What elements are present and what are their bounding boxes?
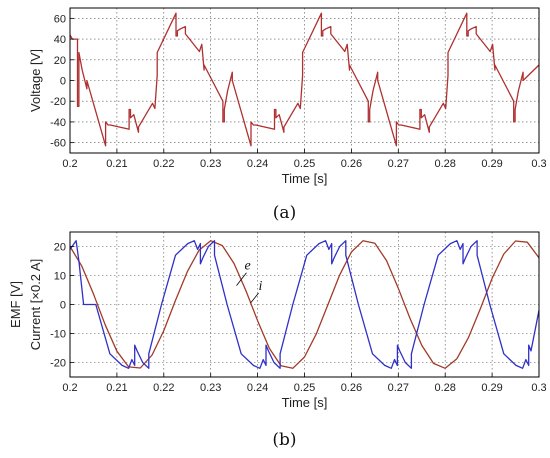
x-tick-label: 0.27 — [388, 382, 409, 394]
series-annotation: e — [244, 259, 250, 274]
y-tick-label: 60 — [54, 13, 66, 25]
y-axis-label-line: Current [×0.2 A] — [28, 259, 43, 350]
x-tick-label: 0.28 — [434, 158, 455, 170]
x-tick-label: 0.23 — [200, 158, 221, 170]
x-axis-label: Time [s] — [282, 171, 328, 186]
x-tick-label: 0.27 — [388, 158, 409, 170]
x-tick-label: 0.22 — [153, 382, 174, 394]
annotation-leader-i — [250, 292, 259, 304]
y-tick-label: 20 — [54, 242, 66, 254]
x-tick-label: 0.25 — [294, 158, 315, 170]
x-tick-label: 0.2 — [62, 158, 77, 170]
x-tick-label: 0.24 — [247, 382, 268, 394]
y-tick-label: -20 — [50, 96, 66, 108]
y-axis-label-line: EMF [V] — [8, 281, 23, 328]
x-tick-label: 0.26 — [341, 382, 362, 394]
x-tick-label: 0.26 — [341, 158, 362, 170]
y-tick-label: 20 — [54, 55, 66, 67]
annotation-leader-e — [236, 272, 247, 286]
x-tick-label: 0.25 — [294, 382, 315, 394]
series-line-i — [69, 240, 540, 369]
y-tick-label: 40 — [54, 34, 66, 46]
y-axis-label: Voltage [V] — [28, 49, 43, 112]
y-tick-label: 10 — [54, 271, 66, 283]
x-tick-label: 0.3 — [531, 382, 546, 394]
emf-current-chart: 0.2 0.21 0.22 0.23 0.24 0.25 0.26 0.27 0.28 0.29 0… — [8, 231, 547, 450]
x-tick-label: 0.22 — [153, 158, 174, 170]
y-tick-label: -20 — [50, 358, 66, 370]
x-tick-label: 0.24 — [247, 158, 268, 170]
x-tick-label: 0.29 — [481, 382, 502, 394]
x-tick-label: 0.21 — [106, 158, 127, 170]
panel-caption: (b) — [272, 430, 296, 450]
x-tick-label: 0.2 — [62, 382, 77, 394]
y-tick-label: -10 — [50, 329, 66, 341]
x-tick-label: 0.23 — [200, 382, 221, 394]
panel-caption: (a) — [273, 203, 296, 223]
series-line-0 — [69, 12, 540, 147]
x-axis-label: Time [s] — [282, 395, 328, 410]
y-tick-label: 0 — [60, 300, 66, 312]
y-tick-label: -40 — [50, 117, 66, 129]
x-tick-label: 0.29 — [481, 158, 502, 170]
series-annotation: i — [259, 279, 263, 294]
x-tick-label: 0.28 — [434, 382, 455, 394]
voltage-chart: 0.2 0.21 0.22 0.23 0.24 0.25 0.26 0.27 0.28 0.29 0… — [28, 7, 547, 223]
x-tick-label: 0.21 — [106, 382, 127, 394]
y-tick-label: -60 — [50, 138, 66, 150]
x-tick-label: 0.3 — [531, 158, 546, 170]
y-tick-label: 0 — [60, 76, 66, 88]
